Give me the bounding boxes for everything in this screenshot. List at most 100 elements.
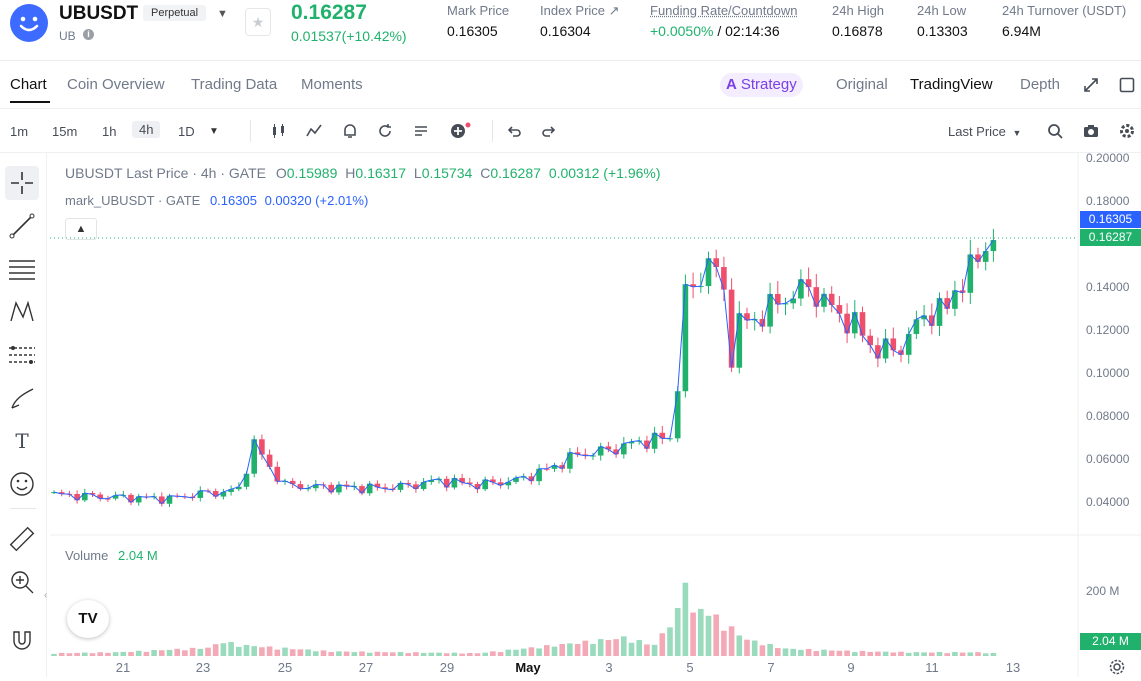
view-tradingview[interactable]: TradingView [910,76,993,93]
collapse-sidebar-handle[interactable]: ‹ [44,590,48,601]
volume-bar [567,643,573,656]
templates-icon[interactable] [412,122,430,140]
trend-line-tool-icon[interactable] [5,209,39,243]
candle-body [89,493,96,495]
candle-body [898,350,904,355]
volume-label: Volume [65,548,109,563]
candle-body [982,251,989,262]
volume-bar [212,644,219,656]
zoom-in-tool-icon[interactable] [5,565,39,599]
volume-bar [112,652,119,656]
candle-body [705,258,712,287]
tradingview-logo[interactable]: TV [67,600,109,638]
timeframe-4h[interactable]: 4h [132,121,161,138]
ohlc-open: O0.15989 [275,165,338,181]
series-title: UBUSDT Last Price · 4h · GATE [65,165,266,181]
favorite-star-icon[interactable]: ★ [245,8,271,36]
volume-bar [582,640,589,656]
indicators-icon[interactable] [305,122,323,140]
volume-bar [621,636,627,656]
alert-bell-icon[interactable] [341,122,359,140]
info-icon[interactable]: i [83,29,94,40]
volume-bar [259,647,265,656]
volume-bar [744,639,750,656]
last-price: 0.16287 [291,1,367,24]
timeframe-dropdown-icon[interactable]: ▼ [209,126,219,137]
text-tool-icon[interactable]: T [15,429,29,453]
strategy-button[interactable]: A Strategy [720,73,803,97]
magnet-tool-icon[interactable] [5,622,39,656]
timeframe-1m[interactable]: 1m [10,124,29,139]
collapse-legend-button[interactable]: ▲ [65,218,97,240]
symbol-name[interactable]: UBUSDT [59,3,139,24]
volume-bar [728,626,735,656]
volume-bar [205,647,211,656]
redo-icon[interactable] [540,122,558,140]
candle-body [289,480,296,485]
candle-body [459,478,465,483]
index-price-label[interactable]: Index Price ↗ [540,3,620,18]
volume-bar [282,647,288,656]
camera-icon[interactable] [1082,122,1100,140]
y-tick-label: 0.20000 [1086,152,1130,165]
view-original[interactable]: Original [836,76,888,93]
volume-bar [482,652,488,656]
candle-body [744,313,750,321]
add-plugin-icon[interactable] [449,122,471,140]
replay-icon[interactable] [376,122,394,140]
price-type-select[interactable]: Last Price ▼ [948,124,1021,139]
candle-body [228,489,234,492]
timeframe-1h[interactable]: 1h [102,124,117,139]
candle-body [975,254,981,262]
timeframe-15m[interactable]: 15m [52,124,78,139]
chart-settings-icon[interactable] [1108,658,1126,681]
fib-tool-icon[interactable] [5,338,39,372]
symbol-dropdown-icon[interactable]: ▼ [217,8,228,20]
mark-series-change: 0.00320 (+2.01%) [264,193,369,208]
view-depth[interactable]: Depth [1020,76,1061,93]
funding-rate-label[interactable]: Funding Rate/Countdown [650,3,798,18]
price-chart[interactable]: 0.20000 0.18000 0.14000 0.12000 0.10000 0.080… [50,152,1141,677]
candle-body [859,312,866,336]
candle-body [397,482,404,490]
settings-gear-icon[interactable] [1118,122,1136,140]
emoji-tool-icon[interactable] [5,467,39,501]
volume-bar [51,653,57,656]
volume-bar [628,642,635,656]
tab-coin-overview[interactable]: Coin Overview [67,76,165,93]
volume-bar [159,650,165,656]
horizontal-lines-tool-icon[interactable] [5,252,39,286]
volume-bar [713,614,719,656]
main-series-legend: UBUSDT Last Price · 4h · GATE O0.15989 H… [65,165,661,181]
brush-tool-icon[interactable] [5,381,39,415]
candle-body [921,315,927,320]
tab-chart[interactable]: Chart [10,76,47,93]
volume-bar [474,653,481,656]
volume-bar [813,651,820,656]
candle-body [82,493,88,501]
volume-bar [767,644,773,656]
pattern-tool-icon[interactable] [5,295,39,329]
tab-trading-data[interactable]: Trading Data [191,76,278,93]
mark-price-line [53,239,994,505]
tab-moments[interactable]: Moments [301,76,363,93]
volume-bar [120,651,127,656]
candle-body [505,481,512,486]
candle-body [197,490,204,498]
candle-body [220,491,227,497]
timeframe-1d[interactable]: 1D [178,124,195,139]
candle-body [913,319,920,334]
volume-bar [636,640,642,656]
volume-legend: Volume 2.04 M [65,548,158,563]
search-icon[interactable] [1046,122,1064,140]
candle-type-icon[interactable] [270,122,288,140]
crosshair-tool-icon[interactable] [5,166,39,200]
candle-body [212,491,219,497]
24h-low-value: 0.13303 [917,23,968,39]
ruler-tool-icon[interactable] [5,522,39,556]
window-icon[interactable] [1119,77,1135,98]
candle-body [359,486,365,494]
expand-icon[interactable] [1083,77,1099,98]
undo-icon[interactable] [505,122,523,140]
volume-bar [836,650,843,656]
